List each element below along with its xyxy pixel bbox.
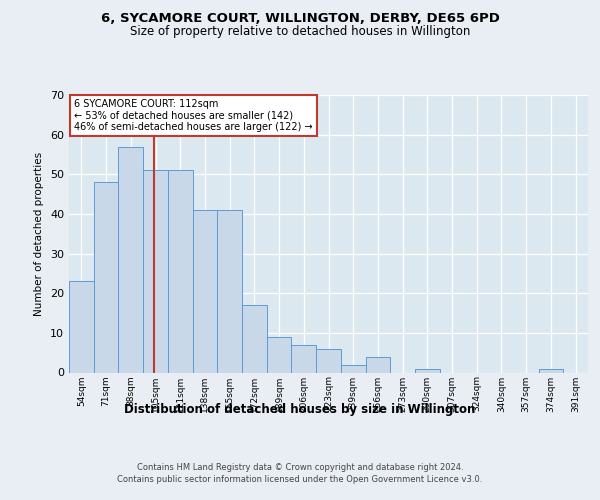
Text: Distribution of detached houses by size in Willington: Distribution of detached houses by size …: [124, 402, 476, 415]
Text: Size of property relative to detached houses in Willington: Size of property relative to detached ho…: [130, 25, 470, 38]
Bar: [118, 146, 143, 372]
Bar: [292, 345, 316, 372]
Bar: [365, 356, 390, 372]
Bar: [193, 210, 217, 372]
Bar: [217, 210, 242, 372]
Bar: [341, 364, 365, 372]
Text: Contains HM Land Registry data © Crown copyright and database right 2024.
Contai: Contains HM Land Registry data © Crown c…: [118, 462, 482, 484]
Y-axis label: Number of detached properties: Number of detached properties: [34, 152, 44, 316]
Bar: [69, 282, 94, 372]
Bar: [143, 170, 168, 372]
Bar: [539, 368, 563, 372]
Bar: [242, 305, 267, 372]
Bar: [267, 337, 292, 372]
Bar: [415, 368, 440, 372]
Text: 6, SYCAMORE COURT, WILLINGTON, DERBY, DE65 6PD: 6, SYCAMORE COURT, WILLINGTON, DERBY, DE…: [101, 12, 499, 26]
Bar: [168, 170, 193, 372]
Bar: [94, 182, 118, 372]
Bar: [316, 348, 341, 372]
Text: 6 SYCAMORE COURT: 112sqm
← 53% of detached houses are smaller (142)
46% of semi-: 6 SYCAMORE COURT: 112sqm ← 53% of detach…: [74, 99, 313, 132]
